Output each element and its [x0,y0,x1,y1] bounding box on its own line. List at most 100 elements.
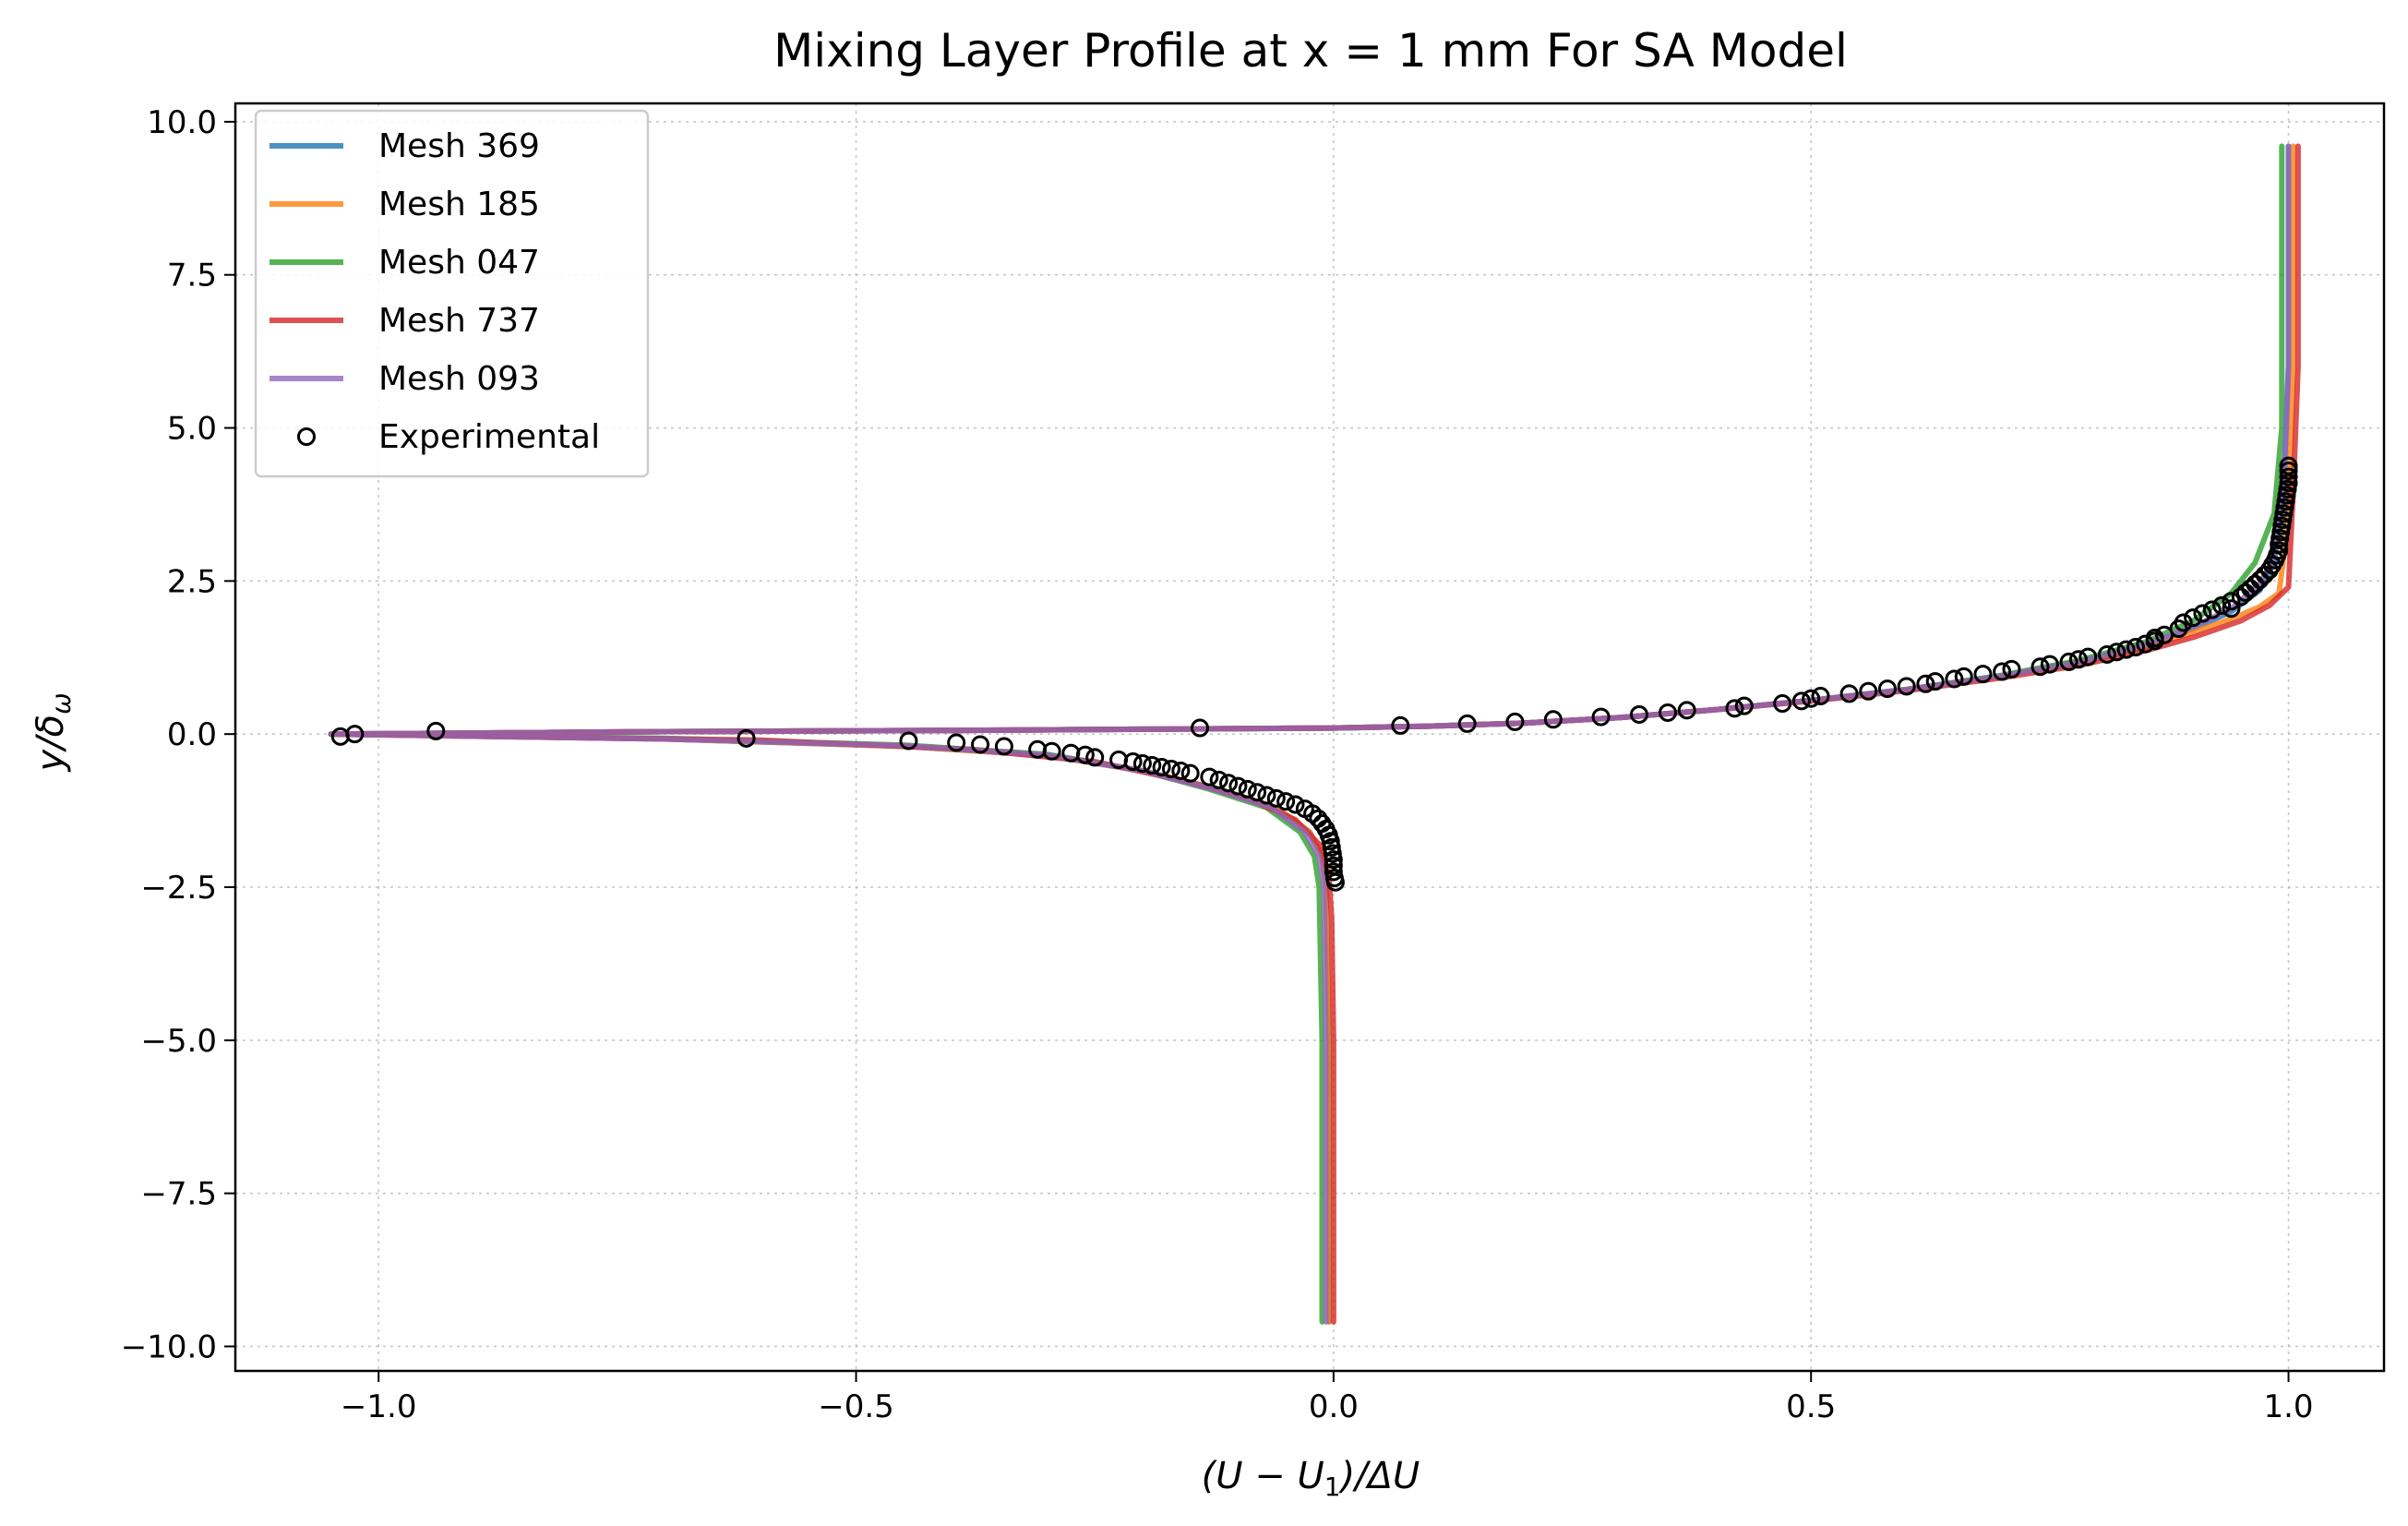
experimental-point [1132,754,1152,774]
experimental-point [1325,872,1345,892]
experimental-point [1591,707,1611,727]
experimental-point [1391,715,1410,735]
experimental-point [1973,665,1993,684]
experimental-point [1925,672,1945,691]
experimental-point [2184,608,2203,628]
x-axis-label: (U − U1)/ΔU [1202,1455,1420,1502]
experimental-point [1324,850,1343,870]
experimental-point [971,735,990,754]
experimental-point [1075,745,1095,764]
experimental-point [2031,657,2050,677]
experimental-point [2270,541,2289,560]
experimental-point [1791,691,1811,711]
experimental-point [1677,701,1696,720]
experimental-point [2145,629,2164,648]
experimental-point [737,728,756,748]
experimental-point [2246,574,2265,594]
plot-frame [234,102,2386,1373]
experimental-point [2068,650,2088,669]
experimental-point [1123,752,1143,772]
experimental-point [899,731,918,751]
experimental-point [1042,741,1061,761]
experimental-point [1877,679,1897,699]
y-tick-label: 5.0 [167,411,217,448]
legend-box [254,109,650,478]
experimental-point [2193,604,2212,623]
y-tick-label: −2.5 [140,870,217,907]
experimental-point [2002,659,2021,679]
experimental-point [1773,694,1792,714]
legend-label: Experimental [378,418,600,456]
experimental-points [330,456,2298,892]
experimental-point [1191,718,1210,738]
experimental-point [2279,456,2298,475]
experimental-point [1085,748,1105,767]
y-tick-label: −7.5 [140,1176,217,1213]
legend-marker [297,427,316,446]
experimental-point [2059,652,2079,671]
experimental-point [2079,647,2098,667]
experimental-point [1257,786,1276,805]
experimental-point [1954,667,1973,686]
experimental-point [2174,613,2193,632]
y-tick-label: −10.0 [121,1328,217,1365]
experimental-point [1171,761,1191,780]
experimental-point [2202,600,2222,619]
experimental-point [2212,595,2232,615]
experimental-point [1238,779,1257,799]
experimental-point [2126,637,2145,656]
experimental-point [1266,788,1286,808]
experimental-point [1228,776,1248,796]
experimental-point [1276,792,1296,811]
x-axis-ticks: −1.0 −0.5 0.0 0.5 1.0 [341,1371,2314,1425]
y-tick-label: 10.0 [147,104,217,141]
y-tick-label: 7.5 [167,258,217,294]
experimental-point [1303,804,1323,823]
legend-label: Mesh 737 [378,302,540,340]
experimental-point [1916,674,1935,693]
legend-label: Mesh 369 [378,127,540,165]
experimental-point [2097,644,2116,664]
legend: Mesh 369 Mesh 185 Mesh 047 Mesh 737 Mesh 093… [254,109,650,478]
experimental-point [947,733,966,752]
experimental-point [1161,759,1180,778]
x-tick-label: 0.0 [1309,1388,1359,1425]
legend-label: Mesh 093 [378,360,540,398]
experimental-point [1629,704,1648,724]
experimental-point [1725,699,1744,718]
y-tick-label: −5.0 [140,1023,217,1060]
experimental-point [2222,599,2241,619]
chart-title: Mixing Layer Profile at x = 1 mm For SA … [773,24,1848,78]
experimental-point [2279,474,2298,493]
experimental-point [1897,677,1916,696]
y-tick-label: 0.0 [167,716,217,753]
experimental-point [1811,687,1830,706]
x-tick-label: −1.0 [341,1388,417,1425]
x-axis-label-tail: )/ΔU [1338,1455,1420,1497]
experimental-point [2116,640,2136,659]
x-tick-label: −0.5 [818,1388,894,1425]
x-tick-label: 0.5 [1786,1388,1836,1425]
experimental-point [1659,703,1677,722]
experimental-point [2222,592,2241,611]
experimental-point [1839,684,1859,703]
experimental-point [1180,763,1200,783]
experimental-point [994,737,1013,756]
experimental-point [1152,758,1171,777]
experimental-point [2040,655,2059,674]
experimental-point [1200,767,1219,787]
y-axis-ticks: 10.0 7.5 5.0 2.5 0.0 −2.5 −5.0 −7.5 −10.0 [121,104,235,1365]
experimental-point [2107,643,2126,662]
experimental-point [1945,669,1964,689]
experimental-point [345,725,365,744]
experimental-point [1286,795,1305,814]
experimental-point [1505,712,1525,731]
x-axis-label-subscript: 1 [1324,1472,1341,1502]
experimental-point [1859,681,1878,701]
legend-label: Mesh 185 [378,186,540,223]
experimental-point [1248,783,1267,802]
experimental-point [1457,714,1477,733]
y-axis-label-subscript: ω [46,692,77,714]
experimental-point [1219,774,1239,793]
